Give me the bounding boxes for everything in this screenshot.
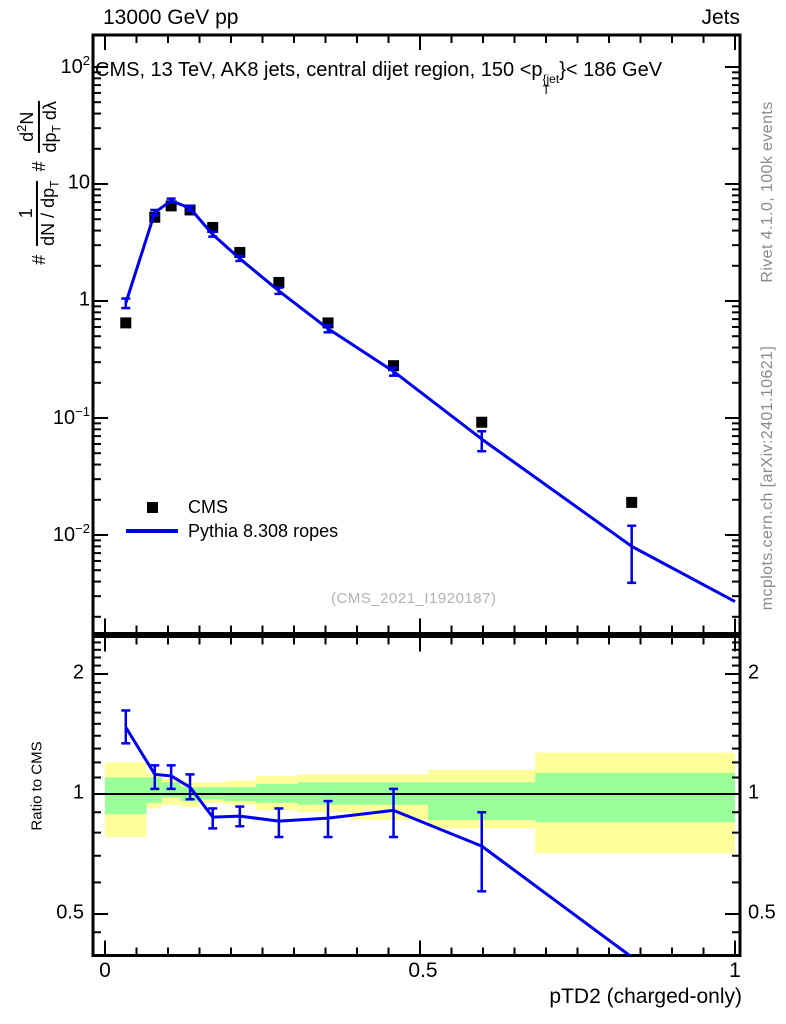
legend-label-cms: CMS	[188, 496, 228, 517]
ratio-tick-right-1: 1	[748, 781, 760, 804]
cms-data-marker	[120, 317, 132, 329]
legend-entry-pythia: Pythia 8.308 ropes	[126, 519, 338, 543]
cms-data-marker	[322, 317, 334, 329]
cms-data-marker	[626, 496, 638, 508]
x-tick-label-1: 1	[729, 959, 741, 982]
ratio-series-group	[121, 709, 633, 956]
cms-data-marker	[234, 246, 246, 258]
legend: CMS Pythia 8.308 ropes	[126, 495, 338, 543]
ratio-tick-right-0p5: 0.5	[748, 901, 776, 924]
cms-data-marker	[207, 221, 219, 233]
y-tick-label-0p01: 10−2	[52, 521, 90, 546]
cms-data-marker	[476, 416, 488, 428]
pythia-prediction-line	[124, 199, 736, 603]
fraction-d2n: d2N dpT dλ	[13, 101, 64, 153]
ratio-tick-right-2: 2	[748, 661, 760, 684]
uncertainty-band-stat	[146, 777, 162, 803]
mcplots-credit: mcplots.cern.ch [arXiv:2401.10621]	[759, 345, 776, 611]
y-tick-label-10: 10	[67, 171, 90, 194]
legend-entry-cms: CMS	[126, 495, 338, 519]
analysis-id-watermark: (CMS_2021_I1920187)	[331, 590, 497, 607]
ratio-tick-left-2: 2	[72, 661, 84, 684]
y-tick-label-1: 1	[78, 288, 90, 311]
x-tick-label-0p5: 0.5	[408, 959, 438, 982]
y-tick-label-100: 102	[60, 53, 90, 78]
cms-data-marker	[165, 200, 177, 212]
main-panel-frame	[91, 33, 742, 635]
uncertainty-band-stat	[535, 772, 735, 823]
x-tick-label-0: 0	[99, 959, 111, 982]
uncertainty-band-stat	[105, 777, 147, 815]
analysis-group-label: Jets	[701, 6, 740, 29]
ratio-tick-left-0p5: 0.5	[56, 901, 84, 924]
ratio-panel-frame	[91, 635, 742, 957]
y-tick-label-0p1: 10−1	[52, 404, 90, 429]
pythia-line-marker-icon	[126, 529, 178, 533]
cms-square-marker-icon	[126, 501, 178, 513]
cms-data-marker	[388, 360, 400, 372]
hash-symbol: #	[28, 254, 49, 265]
beam-energy-label: 13000 GeV pp	[103, 6, 239, 29]
legend-label-pythia: Pythia 8.308 ropes	[188, 520, 339, 541]
x-axis-label: pTD2 (charged-only)	[549, 985, 742, 1008]
ratio-line	[124, 726, 633, 956]
rivet-version-credit: Rivet 4.1.0, 100k events	[759, 101, 776, 283]
plot-title: CMS, 13 TeV, AK8 jets, central dijet reg…	[95, 59, 663, 97]
cms-data-marker	[273, 276, 285, 288]
ratio-tick-left-1: 1	[72, 781, 84, 804]
hash-symbol: #	[28, 161, 49, 172]
